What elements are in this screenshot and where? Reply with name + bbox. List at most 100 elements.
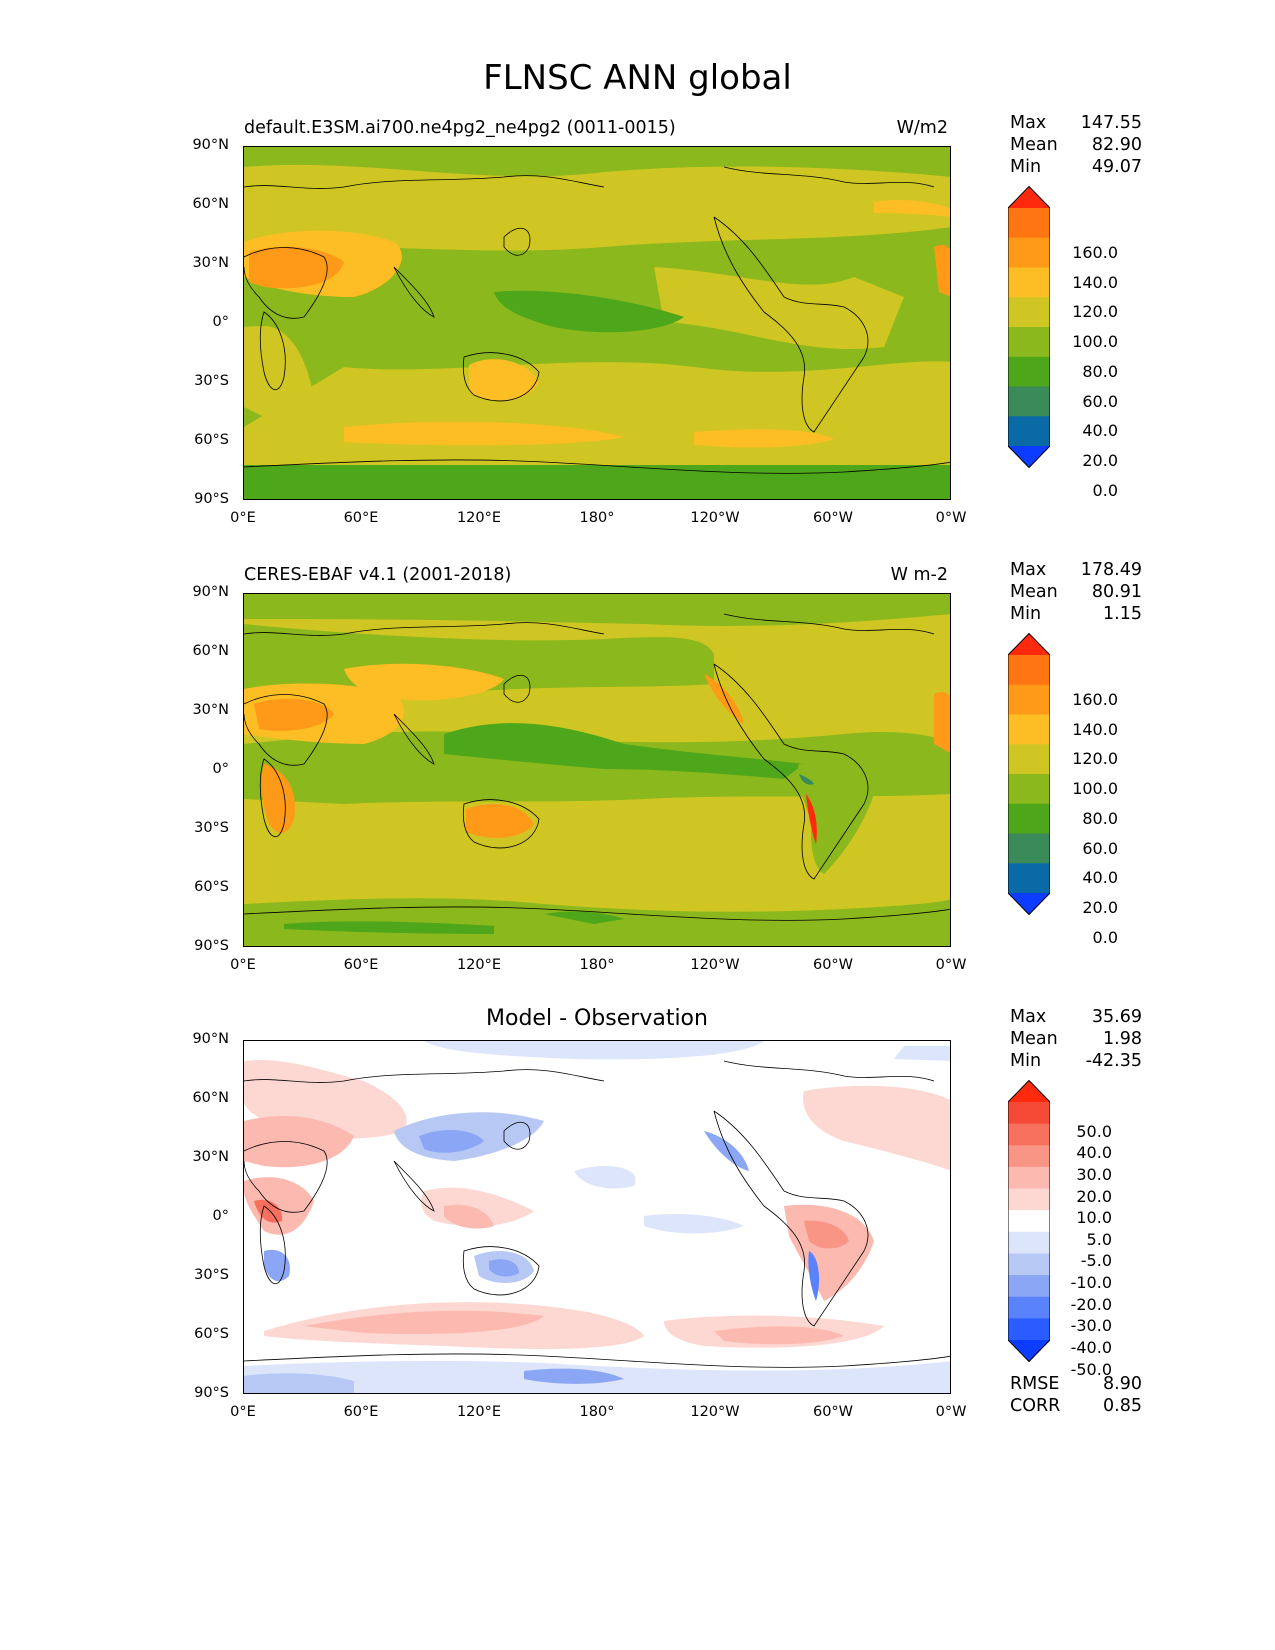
panel-3-lat-tick: 90°N [192,1031,229,1047]
stat-label: CORR [1010,1396,1061,1416]
panel-2-lon-tick: 0°E [230,957,256,973]
panel-3-lon-tick: 60°W [812,1404,854,1420]
colorbar-tick-label: 60.0 [1082,838,1118,858]
stat-value: 1.98 [1103,1029,1142,1049]
panel-1-lat-tick: 30°N [192,255,229,271]
panel-2-units: W m-2 [890,565,948,585]
panel-3-lon-tick: 0°W [935,1404,967,1420]
panel-2-lon-tick: 180° [579,957,615,973]
stat-value: 49.07 [1091,157,1142,177]
panel-3-lon-tick: 0°E [230,1404,256,1420]
colorbar-segment [1008,714,1050,745]
colorbar-segment [1008,1123,1050,1146]
panel-1-lon-tick: 60°W [812,510,854,526]
colorbar-segment [1008,1231,1050,1254]
panel-3-stats: Max 35.69 Mean 1.98 Min -42.35 [1010,1006,1142,1072]
stat-label: Min [1010,604,1042,624]
colorbar-tick-label: 0.0 [1092,480,1118,500]
panel-1-lon-tick: 120°W [690,510,740,526]
panel-1-lon-tick: 180° [579,510,615,526]
colorbar-segment [1008,1102,1050,1125]
panel-1-units: W/m2 [896,118,948,138]
stat-label: RMSE [1010,1374,1060,1394]
panel-2-lon-tick: 120°E [456,957,502,973]
stat-value: 1.15 [1103,604,1142,624]
colorbar-extend-max [1008,633,1050,655]
colorbar-tick-label: 160.0 [1072,689,1118,709]
colorbar-segment [1008,655,1050,686]
panel-2-lon-tick: 0°W [935,957,967,973]
colorbar-segment [1008,774,1050,805]
colorbar-tick-label: 160.0 [1072,242,1118,262]
panel-3-lon-tick: 120°E [456,1404,502,1420]
panel-1-lat-tick: 90°N [192,137,229,153]
stat-value: 178.49 [1080,560,1142,580]
stat-value: -42.35 [1085,1051,1142,1071]
stat-label: Max [1010,113,1047,133]
colorbar-segment [1008,1166,1050,1190]
panel-3-lat-tick: 60°S [194,1326,229,1342]
colorbar-tick-label: 120.0 [1072,749,1118,769]
panel-1-lat-tick: 60°S [194,432,229,448]
panel-3-lat-tick: 0° [212,1208,229,1224]
panel-1-lon-tick: 0°W [935,510,967,526]
panel-1-lat-tick: 90°S [194,491,229,507]
stat-value: 35.69 [1091,1007,1142,1027]
panel-3-lon-tick: 120°W [690,1404,740,1420]
colorbar-tick-label: -30.0 [1070,1316,1112,1336]
panel-2-stats: Max 178.49 Mean 80.91 Min 1.15 [1010,559,1142,625]
colorbar-segment [1008,803,1050,834]
colorbar-segment [1008,684,1050,715]
panel-3-colorbar [1008,1080,1050,1362]
colorbar-segment [1008,1210,1050,1233]
colorbar-tick-label: 50.0 [1076,1121,1112,1141]
panel-1-title: default.E3SM.ai700.ne4pg2_ne4pg2 (0011-0… [244,118,676,138]
colorbar-segment [1008,1318,1050,1341]
colorbar-segment [1008,1296,1050,1319]
colorbar-extend-min [1008,1340,1050,1362]
colorbar-segment [1008,416,1050,447]
panel-3-rmse-corr: RMSE 8.90 CORR 0.85 [1010,1373,1142,1417]
colorbar-tick-label: -10.0 [1070,1273,1112,1293]
panel-1-lat-tick: 0° [212,314,229,330]
stat-label: Min [1010,1051,1042,1071]
panel-1-stats: Max 147.55 Mean 82.90 Min 49.07 [1010,112,1142,178]
colorbar-tick-label: 80.0 [1082,361,1118,381]
colorbar-tick-label: 100.0 [1072,332,1118,351]
panel-3-lat-tick: 90°S [194,1385,229,1401]
panel-1-lat-tick: 30°S [194,373,229,389]
panel-2-lat-tick: 30°N [192,702,229,718]
panel-2-lat-tick: 60°N [192,643,229,659]
stat-value: 8.90 [1103,1374,1142,1394]
colorbar-segment [1008,386,1050,417]
panel-1-lat-tick: 60°N [192,196,229,212]
panel-1-lon-tick: 0°E [230,510,256,526]
colorbar-tick-label: 30.0 [1076,1164,1112,1184]
colorbar-tick-label: 5.0 [1086,1229,1112,1249]
colorbar-tick-label: 80.0 [1082,808,1118,828]
colorbar-tick-label: 20.0 [1082,451,1118,470]
colorbar-extend-min [1008,893,1050,915]
panel-2-colorbar [1008,633,1050,915]
colorbar-tick-label: -5.0 [1080,1251,1112,1271]
panel-2-lat-tick: 30°S [194,820,229,836]
colorbar-extend-min [1008,446,1050,468]
colorbar-tick-label: 140.0 [1072,719,1118,739]
panel-3-title: Model - Observation [486,1006,708,1031]
panel-3-lon-tick: 180° [579,1404,615,1420]
panel-2-lat-tick: 90°S [194,938,229,954]
colorbar-extend-max [1008,186,1050,208]
panel-2-lat-tick: 90°N [192,584,229,600]
panel-3-lat-tick: 30°N [192,1149,229,1165]
stat-value: 82.90 [1091,135,1142,155]
panel-2-lat-tick: 60°S [194,879,229,895]
panel-1-lon-tick: 120°E [456,510,502,526]
colorbar-tick-label: 60.0 [1082,391,1118,411]
panel-3-lat-tick: 60°N [192,1090,229,1106]
panel-1-map [243,146,951,500]
stat-label: Mean [1010,582,1058,602]
panel-2-map [243,593,951,947]
colorbar-segment [1008,1145,1050,1168]
colorbar-segment [1008,327,1050,358]
stat-label: Max [1010,1007,1047,1027]
